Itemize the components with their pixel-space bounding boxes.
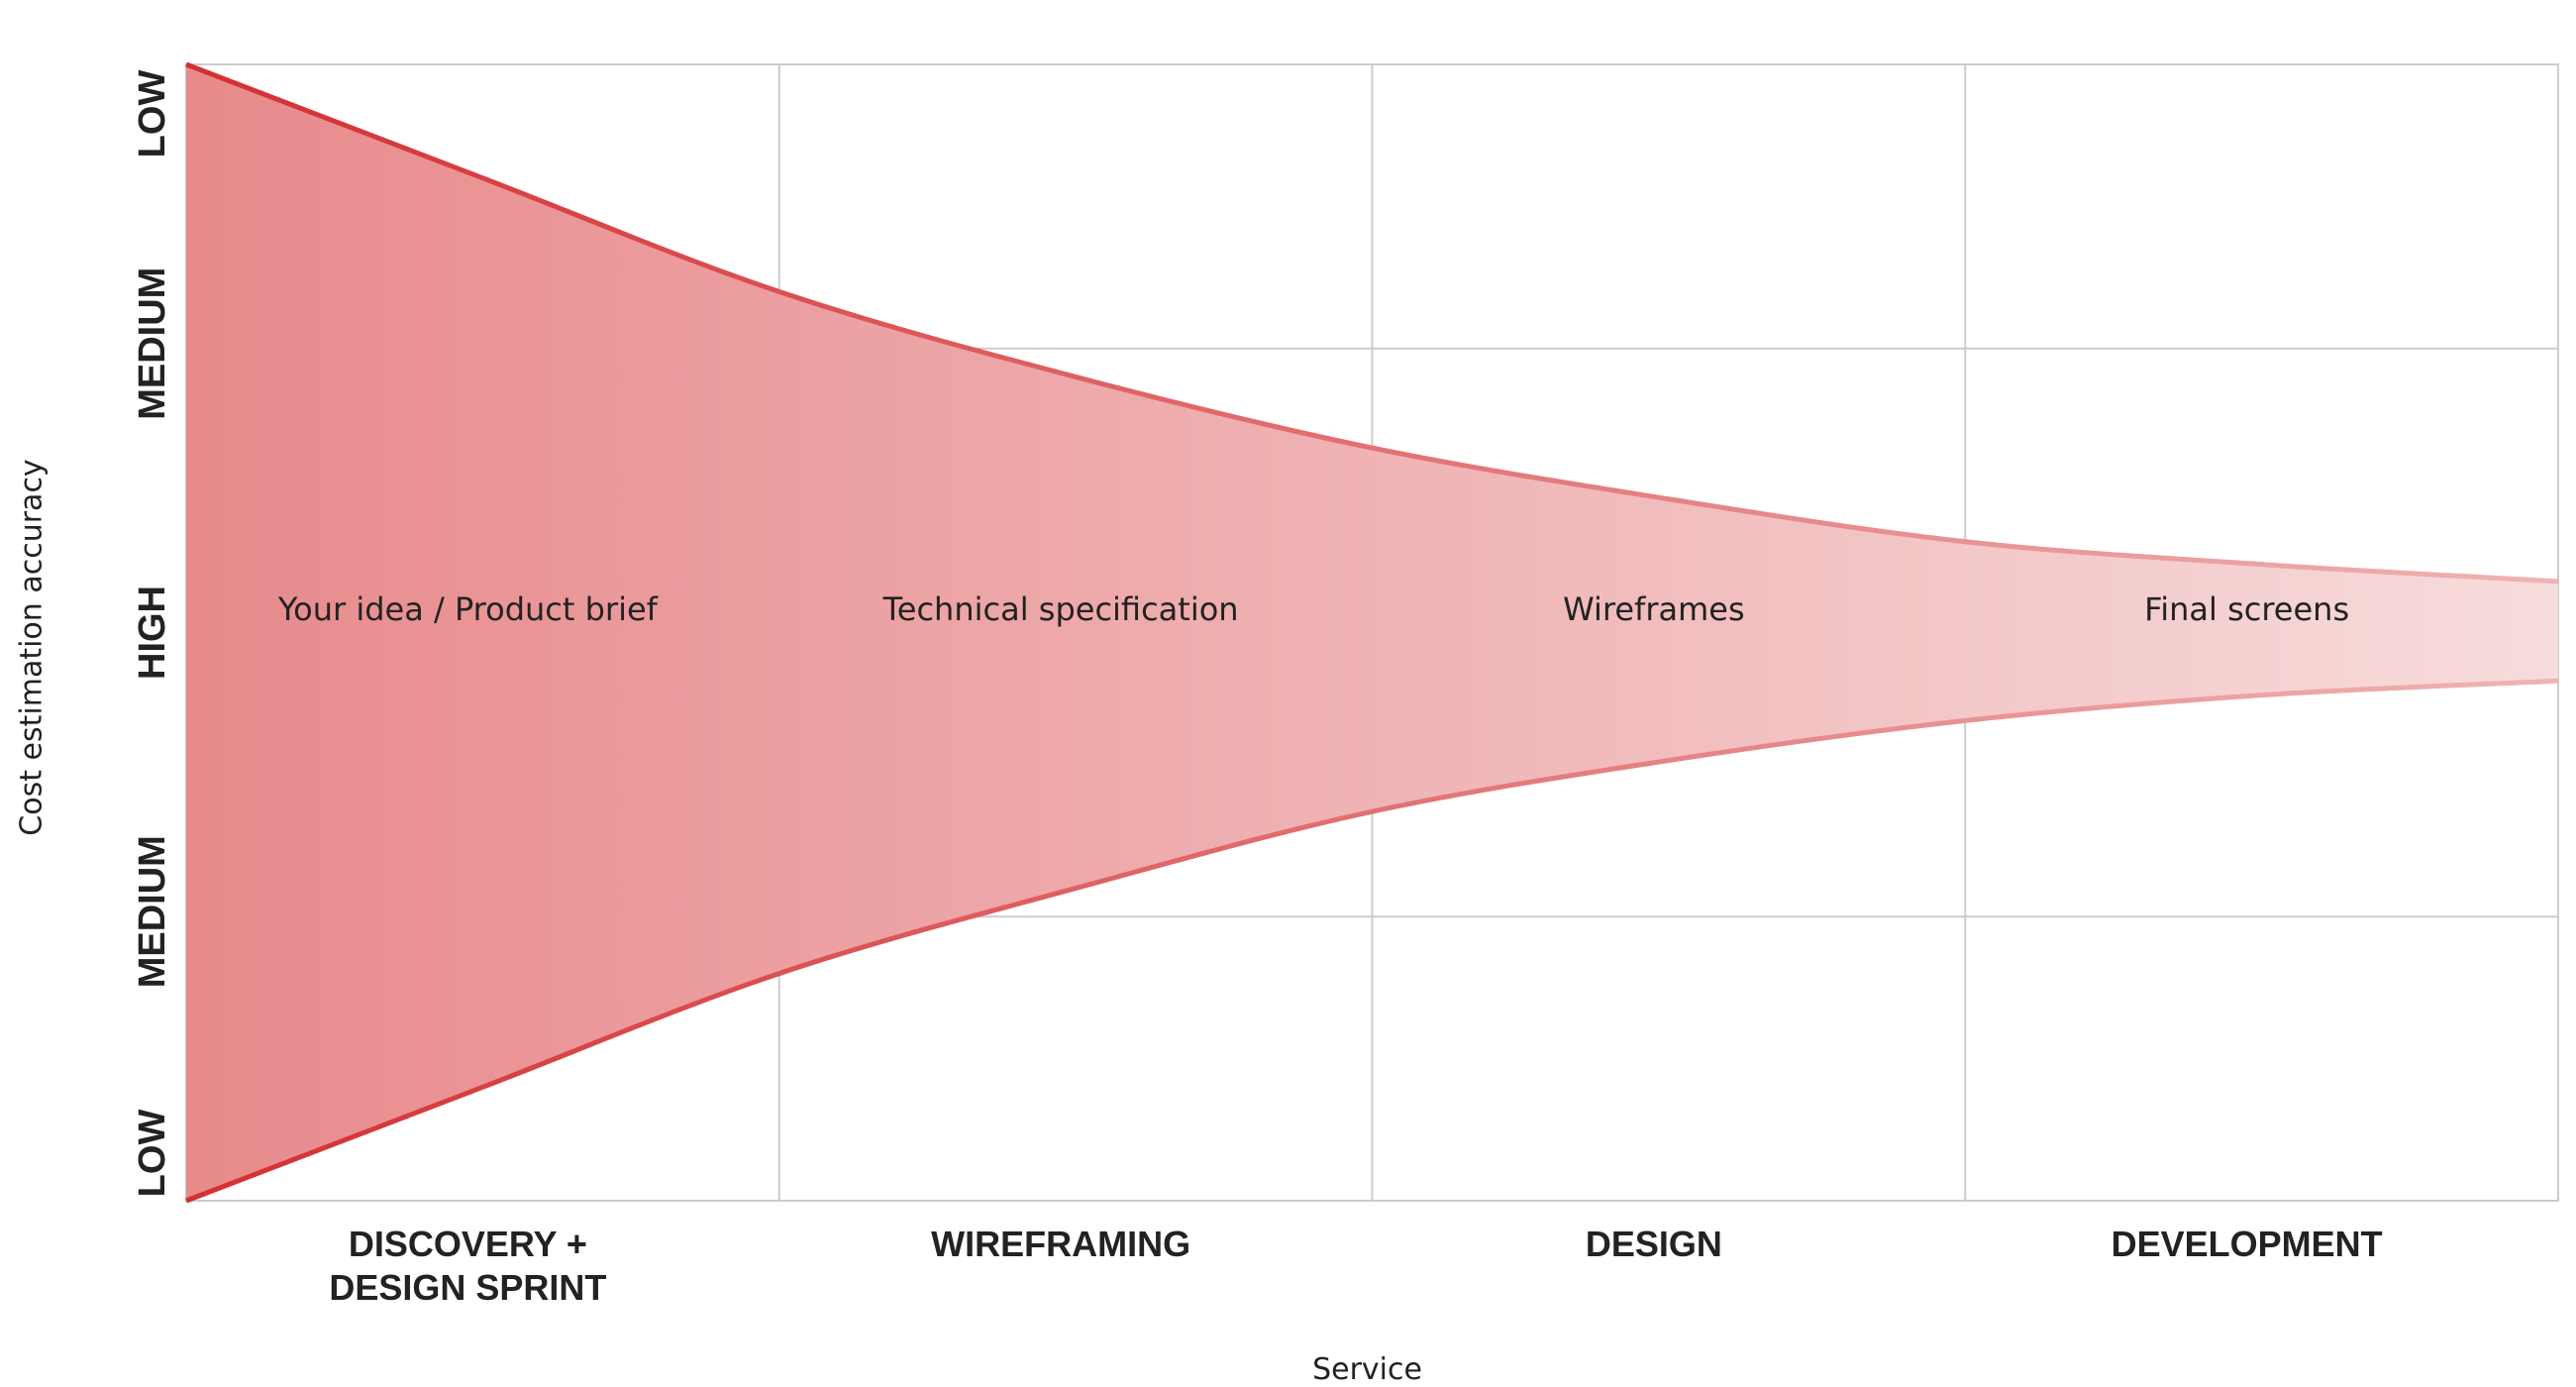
stage-label: Final screens bbox=[2144, 590, 2349, 628]
stage-label: Technical specification bbox=[882, 590, 1239, 628]
stage-label: Wireframes bbox=[1563, 590, 1745, 628]
y-tick-label: LOW bbox=[132, 70, 173, 159]
y-axis-title: Cost estimation accuracy bbox=[15, 459, 50, 835]
x-axis-title: Service bbox=[1312, 1352, 1422, 1387]
labels: LOW MEDIUM HIGH MEDIUM LOW Cost estimation ac… bbox=[15, 70, 2383, 1387]
x-category-label: DESIGN SPRINT bbox=[329, 1267, 606, 1308]
lower-bound-line bbox=[185, 678, 2559, 1204]
funnel-area bbox=[186, 64, 2558, 1201]
y-tick-label: LOW bbox=[132, 1110, 173, 1198]
upper-bound-line bbox=[185, 61, 2559, 585]
y-tick-label: MEDIUM bbox=[132, 267, 173, 420]
x-category-label: DEVELOPMENT bbox=[2112, 1224, 2383, 1264]
x-category-label: DESIGN bbox=[1586, 1224, 1722, 1264]
y-tick-label: MEDIUM bbox=[132, 835, 173, 988]
x-category-label: DISCOVERY + bbox=[349, 1224, 587, 1264]
funnel-fill bbox=[186, 64, 2558, 1201]
stage-label: Your idea / Product brief bbox=[277, 590, 659, 628]
x-category-label: WIREFRAMING bbox=[931, 1224, 1190, 1264]
funnel-lines bbox=[185, 61, 2559, 1204]
y-tick-label: HIGH bbox=[132, 586, 173, 680]
